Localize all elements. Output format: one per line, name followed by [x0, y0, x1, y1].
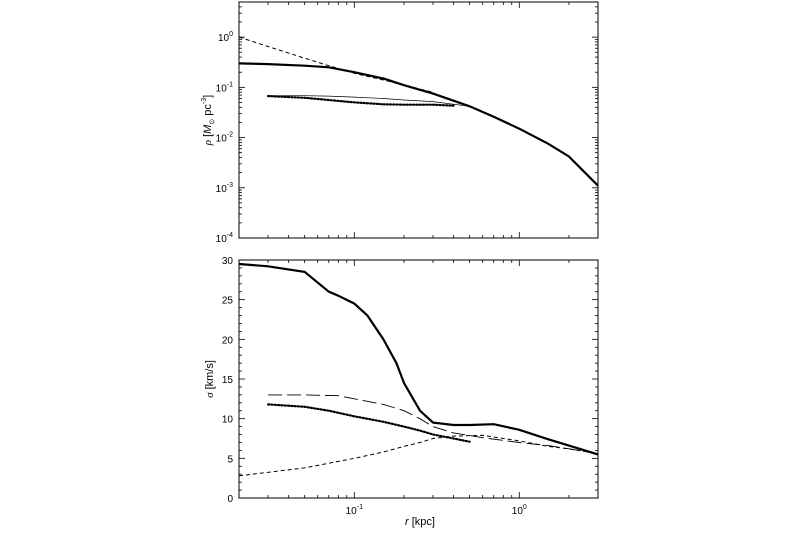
dispersion-y-tick-label: 0: [227, 494, 233, 505]
dispersion-series-dotted: [267, 403, 471, 443]
density-tick-labels: 100 10-1 10-2 10-3 10-4: [216, 31, 233, 245]
dispersion-y-tick-label: 5: [227, 454, 233, 465]
density-axis-ticks: [238, 1, 599, 239]
dispersion-y-tick-label: 25: [222, 296, 234, 307]
density-y-tick-label: 10-1: [216, 81, 233, 94]
density-series-dashed: [238, 36, 434, 93]
dispersion-axis-ticks: [238, 259, 599, 499]
density-series-solid-thick: [238, 62, 599, 187]
sigma-symbol: σ: [204, 392, 216, 398]
rho-symbol: ρ: [202, 140, 214, 146]
radius-unit: [kpc]: [409, 516, 435, 528]
dispersion-y-tick-label: 10: [222, 415, 234, 426]
density-y-tick-label: 100: [218, 31, 233, 44]
radius-symbol: r: [405, 516, 410, 528]
dispersion-series-long-dash-thin: [268, 394, 599, 455]
density-unit-pc: pc: [202, 104, 214, 119]
dispersion-y-tick-label: 15: [222, 375, 234, 386]
dispersion-unit: [km/s]: [204, 360, 216, 392]
density-series-thin: [268, 95, 470, 107]
density-unit-open: [: [202, 134, 214, 140]
dispersion-plot-frame: [238, 259, 599, 499]
density-unit-mass: M: [202, 124, 214, 134]
density-y-tick-label: 10-3: [216, 182, 233, 195]
dispersion-y-tick-label: 30: [222, 256, 234, 267]
density-axis-title: ρ [M⊙ pc-3]: [201, 95, 216, 146]
density-y-tick-label: 10-4: [216, 232, 233, 245]
radius-axis-title: r [kpc]: [405, 516, 435, 528]
dispersion-tick-labels: 0 5 10 15 20 25 30 10-1 100: [222, 256, 527, 517]
density-unit-close: ]: [202, 95, 214, 98]
radius-x-tick-label: 100: [512, 504, 527, 517]
dispersion-series-solid-thick: [238, 262, 599, 456]
density-curves: [238, 36, 599, 187]
dispersion-series-dashed: [238, 434, 599, 477]
dispersion-panel: 0 5 10 15 20 25 30 10-1 100 σ [km/s] r [kpc]: [204, 256, 599, 528]
dispersion-y-tick-label: 20: [222, 335, 234, 346]
density-series-dotted: [267, 94, 455, 107]
density-unit-exp: -3: [201, 98, 208, 104]
dispersion-curves: [238, 262, 599, 477]
radius-x-tick-label: 10-1: [346, 504, 363, 517]
density-plot-frame: [238, 1, 599, 239]
density-panel: 100 10-1 10-2 10-3 10-4 ρ [M⊙ pc-3]: [201, 1, 599, 245]
dispersion-axis-title: σ [km/s]: [204, 360, 216, 398]
density-y-tick-label: 10-2: [216, 132, 233, 145]
density-unit-sun: ⊙: [209, 119, 216, 125]
